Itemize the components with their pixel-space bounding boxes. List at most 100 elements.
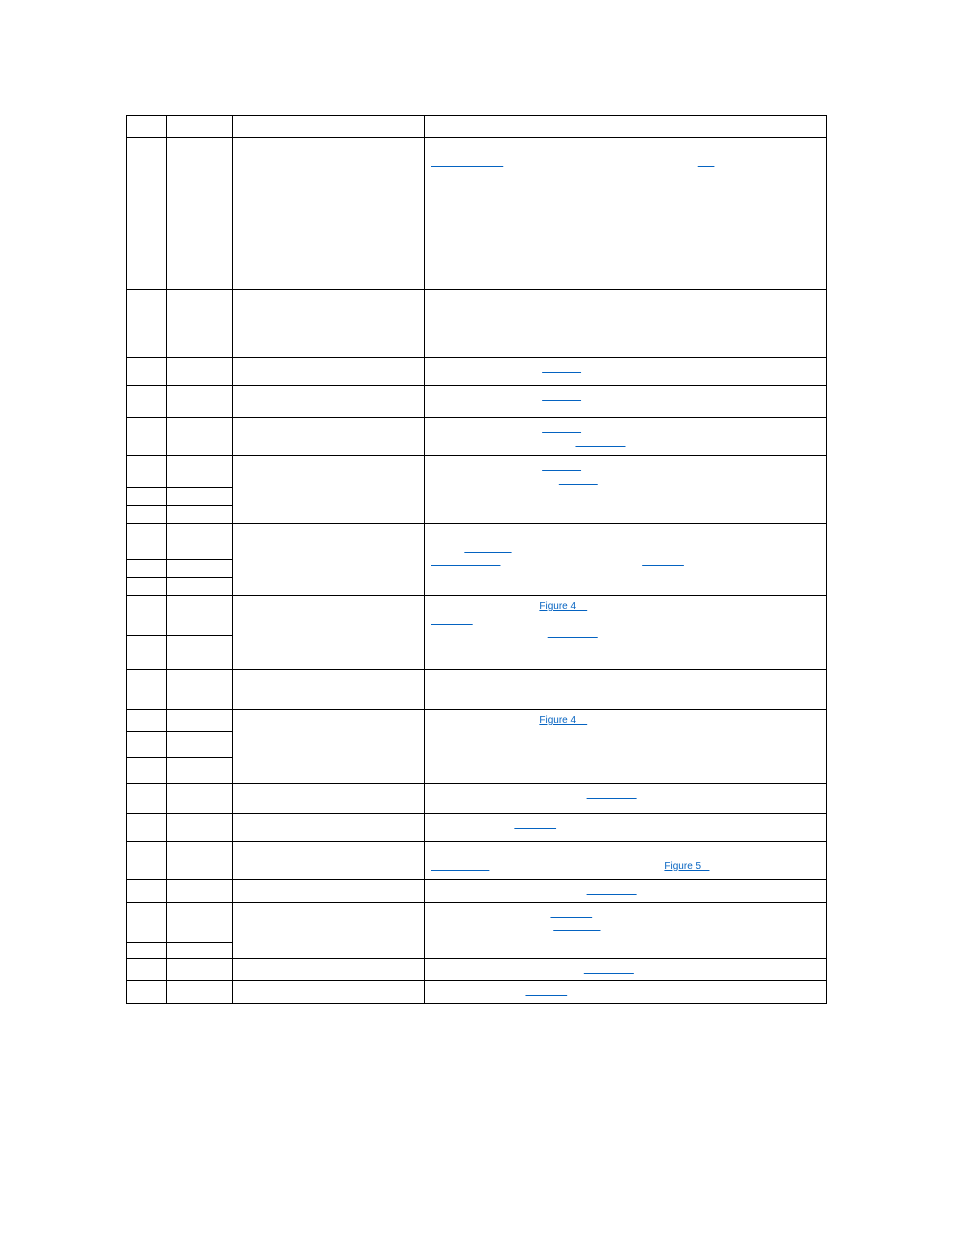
cell-text — [431, 543, 464, 554]
table-cell — [167, 710, 233, 732]
table-cell — [233, 456, 425, 524]
reference-link[interactable] — [548, 628, 598, 639]
table-cell — [233, 981, 425, 1004]
table-cell — [425, 880, 827, 903]
table-cell — [233, 784, 425, 814]
reference-link[interactable] — [542, 423, 581, 434]
table-cell — [233, 958, 425, 981]
reference-link[interactable] — [542, 363, 581, 374]
table-cell — [167, 814, 233, 842]
cell-text — [431, 143, 437, 154]
table-cell — [167, 636, 233, 670]
cell-text — [431, 885, 587, 896]
table-cell — [127, 942, 167, 958]
table-cell — [167, 358, 233, 386]
reference-link[interactable] — [431, 556, 500, 567]
table-cell — [127, 116, 167, 138]
table-cell — [167, 784, 233, 814]
table-cell — [127, 596, 167, 636]
table-cell — [167, 456, 233, 488]
document-table: Figure 4 Figure 4 — [126, 115, 827, 1004]
table-cell — [425, 290, 827, 358]
table-row — [127, 814, 827, 842]
table-cell — [233, 418, 425, 456]
table-cell: Figure 4 — [425, 710, 827, 784]
table-cell — [233, 814, 425, 842]
reference-link[interactable] — [542, 391, 581, 402]
table-cell — [127, 758, 167, 784]
table-cell — [167, 758, 233, 784]
table-cell — [127, 560, 167, 578]
table-row — [127, 958, 827, 981]
table-row: Figure 4 — [127, 596, 827, 636]
reference-link[interactable]: Figure 4 — [539, 601, 587, 612]
cell-text — [431, 908, 550, 919]
table-cell — [167, 290, 233, 358]
table-cell — [167, 386, 233, 418]
table-row — [127, 386, 827, 418]
reference-link[interactable] — [698, 157, 715, 168]
reference-link[interactable]: Figure 4 — [539, 715, 587, 726]
table-cell — [425, 670, 827, 710]
table-cell — [233, 138, 425, 290]
reference-link[interactable] — [464, 543, 511, 554]
reference-link[interactable] — [514, 819, 556, 830]
cell-text — [431, 391, 542, 402]
table-cell — [167, 942, 233, 958]
table-cell — [167, 732, 233, 758]
table-cell — [167, 138, 233, 290]
table-cell — [167, 418, 233, 456]
table-cell — [425, 138, 827, 290]
reference-link[interactable] — [553, 921, 600, 932]
reference-link[interactable] — [584, 964, 634, 975]
cell-text — [431, 423, 542, 434]
table-cell — [167, 842, 233, 880]
reference-link[interactable] — [550, 908, 592, 919]
table-cell — [425, 386, 827, 418]
reference-link[interactable] — [642, 556, 684, 567]
table-cell: Figure 5 — [425, 842, 827, 880]
table-cell — [233, 358, 425, 386]
table-cell — [127, 488, 167, 506]
table-cell — [167, 958, 233, 981]
table-row — [127, 902, 827, 942]
table-cell — [127, 456, 167, 488]
cell-text — [431, 715, 539, 726]
reference-link[interactable] — [587, 885, 637, 896]
table-cell — [233, 116, 425, 138]
table-cell — [167, 902, 233, 942]
reference-link[interactable] — [559, 475, 598, 486]
table-row — [127, 290, 827, 358]
table-cell — [425, 418, 827, 456]
table-cell — [425, 456, 827, 524]
table-row — [127, 670, 827, 710]
table-cell — [127, 636, 167, 670]
table-cell — [127, 506, 167, 524]
reference-link[interactable] — [431, 861, 489, 872]
reference-link[interactable]: Figure 5 — [664, 861, 709, 872]
table-row — [127, 358, 827, 386]
cell-text — [500, 556, 642, 567]
reference-link[interactable] — [525, 986, 567, 997]
table-cell — [167, 560, 233, 578]
table-cell — [127, 418, 167, 456]
table-cell — [233, 842, 425, 880]
table-cell — [127, 814, 167, 842]
cell-text — [431, 819, 514, 830]
reference-link[interactable] — [431, 157, 503, 168]
reference-link[interactable] — [431, 615, 473, 626]
table-cell: Figure 4 — [425, 596, 827, 670]
table-cell — [127, 386, 167, 418]
table-cell — [127, 958, 167, 981]
table-cell — [233, 290, 425, 358]
table-cell — [127, 784, 167, 814]
table-row — [127, 138, 827, 290]
table-row: Figure 5 — [127, 842, 827, 880]
cell-text — [489, 861, 664, 872]
table-cell — [233, 386, 425, 418]
reference-link[interactable] — [542, 461, 581, 472]
table-row: Figure 4 — [127, 710, 827, 732]
cell-text — [431, 986, 525, 997]
reference-link[interactable] — [587, 789, 637, 800]
reference-link[interactable] — [575, 437, 625, 448]
